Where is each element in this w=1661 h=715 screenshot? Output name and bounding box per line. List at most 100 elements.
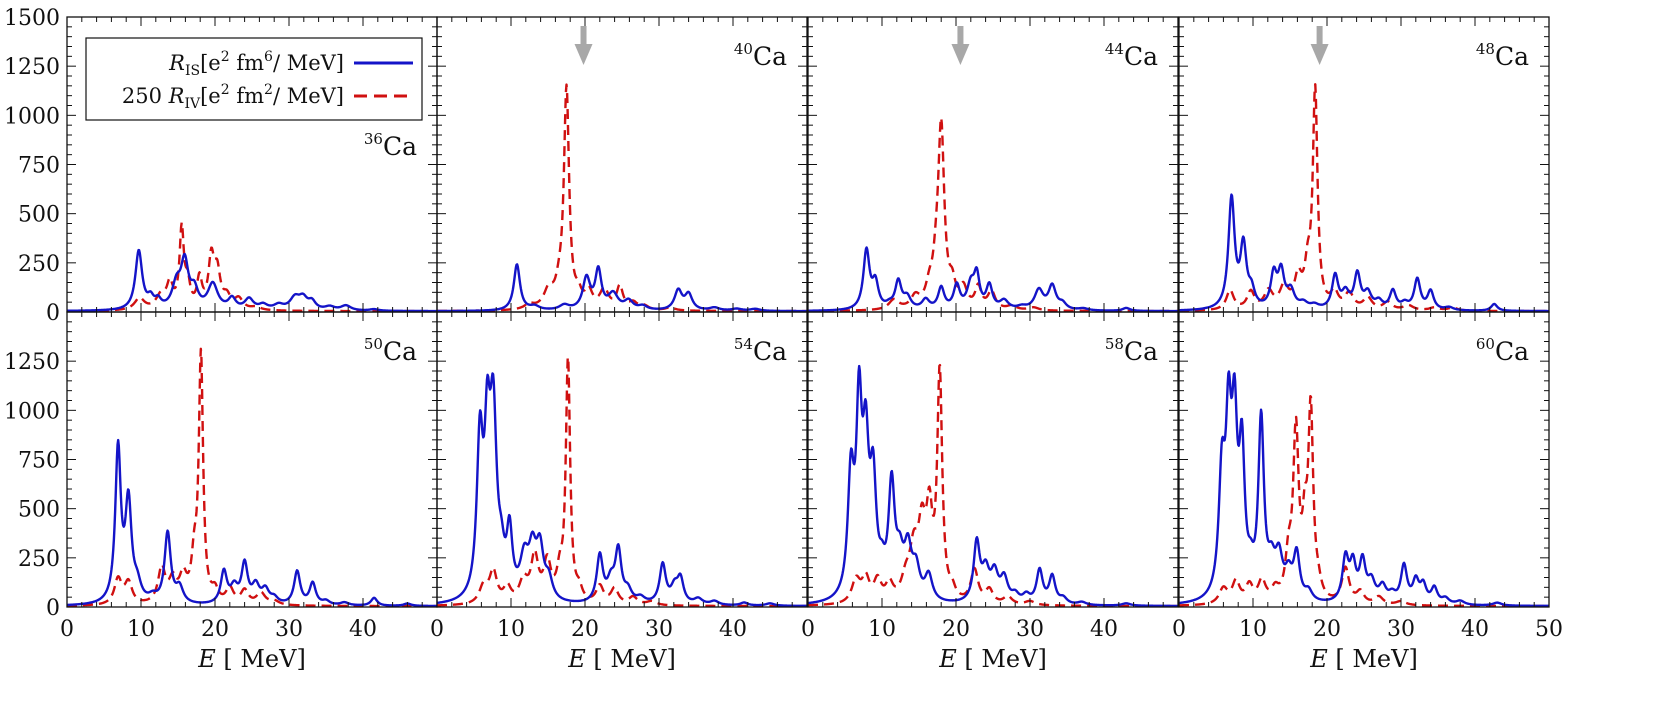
legend-unit: / MeV] [273, 51, 344, 75]
series-ris-curve [67, 248, 437, 312]
legend-superscript: 6 [264, 49, 273, 65]
legend-subscript: IS [185, 63, 200, 79]
panel-frame [66, 311, 438, 608]
x-axis-label-unit: [ MeV] [957, 645, 1047, 673]
x-axis-label-var: E [1309, 645, 1328, 673]
element-symbol: Ca [383, 337, 417, 366]
series-riv-curve [1179, 83, 1549, 312]
mass-number: 60 [1476, 335, 1495, 353]
series-riv-curve [437, 83, 807, 312]
legend-symbol: R [168, 51, 185, 75]
element-symbol: Ca [1124, 42, 1158, 71]
nucleus-label: 54Ca [734, 335, 787, 366]
legend-unit: [e [200, 51, 221, 75]
series-ris-curve [437, 372, 807, 607]
panel-frame [807, 311, 1179, 608]
y-tick-label: 0 [46, 301, 60, 326]
mass-number: 48 [1476, 40, 1495, 58]
panel-frame [436, 16, 808, 313]
y-tick-label: 500 [18, 498, 60, 523]
x-axis-label: E [ MeV] [567, 645, 676, 673]
x-tick-label: 0 [430, 617, 444, 642]
legend-prefix: 250 [122, 84, 169, 108]
nucleus-label: 50Ca [364, 335, 417, 366]
panel-54Ca: 0 10 20 30 40 E [ MeV] 54Ca [430, 311, 808, 673]
mass-number: 58 [1105, 335, 1124, 353]
x-axis-label: E [ MeV] [1309, 645, 1418, 673]
x-axis-label-var: E [567, 645, 586, 673]
panel-36Ca: 0 250 500 750 1000 1250 1500 36Ca [4, 6, 438, 326]
panel-44Ca: 44Ca [807, 16, 1179, 313]
y-tick-label: 1000 [4, 104, 60, 129]
element-symbol: Ca [383, 132, 417, 161]
x-tick-label: 40 [349, 617, 377, 642]
element-symbol: Ca [1495, 42, 1529, 71]
x-tick-label: 20 [571, 617, 599, 642]
y-tick-label: 750 [18, 449, 60, 474]
x-axis-label-unit: [ MeV] [586, 645, 676, 673]
legend-symbol: R [168, 84, 185, 108]
x-tick-label: 0 [801, 617, 815, 642]
element-symbol: Ca [753, 42, 787, 71]
series-ris-curve [808, 364, 1178, 607]
nucleus-label: 36Ca [364, 130, 417, 161]
y-tick-label: 250 [18, 547, 60, 572]
arrow-head [574, 44, 593, 65]
legend: RIS[e2 fm6/ MeV]250 RIV[e2 fm2/ MeV] [85, 37, 423, 121]
peak-arrow-icon [574, 26, 593, 65]
x-tick-label: 30 [1387, 617, 1415, 642]
legend-superscript: 2 [221, 82, 230, 98]
nucleus-label: 40Ca [734, 40, 787, 71]
legend-superscript: 2 [221, 49, 230, 65]
element-symbol: Ca [1495, 337, 1529, 366]
x-tick-label: 0 [1172, 617, 1186, 642]
x-tick-label: 50 [1535, 617, 1563, 642]
legend-entry-label: RIS[e2 fm6/ MeV] [168, 49, 344, 79]
mass-number: 54 [734, 335, 753, 353]
legend-subscript: IV [184, 96, 201, 112]
series-riv-curve [67, 347, 437, 607]
mass-number: 50 [364, 335, 383, 353]
arrow-shaft [1316, 26, 1323, 46]
arrow-head [1310, 44, 1329, 65]
x-tick-label: 10 [868, 617, 896, 642]
y-tick-label: 1000 [4, 399, 60, 424]
x-tick-label: 0 [60, 617, 74, 642]
y-tick-label: 1250 [4, 350, 60, 375]
panel-48Ca: 48Ca [1178, 16, 1550, 313]
x-tick-label: 20 [201, 617, 229, 642]
series-riv-curve [1179, 394, 1549, 607]
nucleus-label: 60Ca [1476, 335, 1529, 366]
arrow-shaft [580, 26, 587, 46]
x-tick-label: 10 [1239, 617, 1267, 642]
arrow-shaft [957, 26, 964, 46]
legend-superscript: 2 [264, 82, 273, 98]
y-tick-label: 250 [18, 252, 60, 277]
panel-50Ca: 0 250 500 750 1000 1250 0 10 20 30 40 E [ MeV] 50Ca [4, 311, 438, 673]
series-ris-curve [1179, 193, 1549, 312]
legend-unit: / MeV] [273, 84, 344, 108]
mass-number: 44 [1105, 40, 1124, 58]
nucleus-label: 44Ca [1105, 40, 1158, 71]
x-tick-label: 30 [1016, 617, 1044, 642]
peak-arrow-icon [1310, 26, 1329, 65]
legend-unit: fm [230, 51, 264, 75]
x-tick-label: 40 [1461, 617, 1489, 642]
y-tick-label: 750 [18, 154, 60, 179]
series-riv-curve [67, 221, 437, 312]
nucleus-label: 58Ca [1105, 335, 1158, 366]
series-ris-curve [1179, 370, 1549, 607]
x-axis-label-var: E [197, 645, 216, 673]
x-axis-label: E [ MeV] [938, 645, 1047, 673]
x-axis-label-unit: [ MeV] [1328, 645, 1418, 673]
x-tick-label: 20 [942, 617, 970, 642]
legend-entry-label: 250 RIV[e2 fm2/ MeV] [122, 82, 344, 112]
x-axis-label-unit: [ MeV] [216, 645, 306, 673]
series-riv-curve [808, 363, 1178, 607]
panel-60Ca: 0 10 20 30 40 50 E [ MeV] 60Ca [1172, 311, 1563, 673]
x-tick-label: 30 [645, 617, 673, 642]
mass-number: 40 [734, 40, 753, 58]
series-ris-curve [67, 438, 437, 607]
panel-40Ca: 40Ca [436, 16, 808, 313]
